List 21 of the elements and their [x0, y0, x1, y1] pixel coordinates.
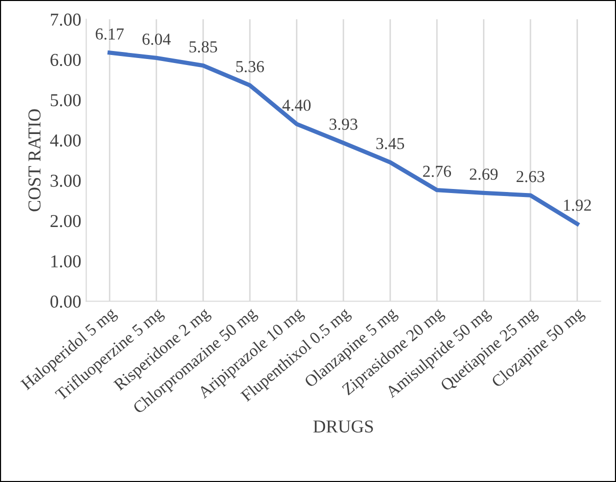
text: 2.76 [423, 166, 452, 178]
y-tick-label: 1.00 [51, 255, 81, 268]
y-tick-label: 3.00 [50, 174, 81, 187]
y-tick-label: 7.00 [50, 14, 81, 26]
text: 1.92 [564, 200, 591, 211]
y-tick-label: 0.00 [50, 296, 81, 308]
text: 3.45 [376, 138, 404, 150]
y-tick-label: 5.00 [50, 94, 81, 106]
y-tick-label: 6.00 [50, 54, 81, 66]
text: 4.40 [282, 100, 311, 111]
y-axis-title: COST RATIO [28, 109, 41, 212]
y-tick-label: 4.00 [50, 134, 81, 147]
text: 5.36 [236, 61, 264, 72]
text: 3.93 [330, 118, 358, 130]
text: 2.63 [516, 171, 544, 182]
text: 5.85 [190, 41, 218, 53]
x-axis-title: DRUGS [313, 420, 373, 433]
y-tick-label: 2.00 [50, 214, 81, 228]
text: 6.17 [96, 28, 124, 40]
text: 6.04 [142, 34, 171, 45]
text: 2.69 [470, 168, 498, 180]
